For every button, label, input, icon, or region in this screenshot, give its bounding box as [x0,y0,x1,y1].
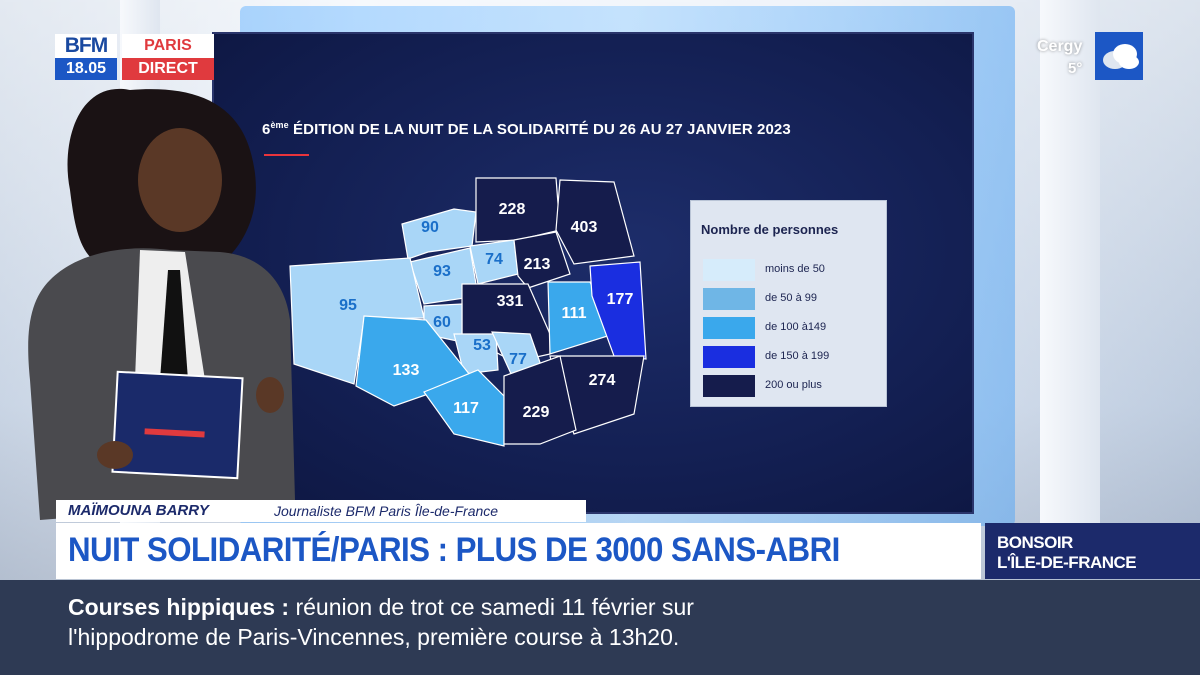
presenter-figure [28,88,296,520]
legend-label: de 100 à149 [765,321,827,333]
program-badge: BONSOIR L'ÎLE-DE-FRANCE [985,523,1200,579]
weather-city: Cergy [1037,38,1083,55]
legend-label: de 50 à 99 [765,292,817,304]
display-screen: 6ème ÉDITION DE LA NUIT DE LA SOLIDARITÉ… [212,32,974,514]
arrondissement-value: 74 [485,251,503,268]
ticker-line-2: l'hippodrome de Paris-Vincennes, premièr… [68,624,680,650]
legend-item: de 150 à 199 [703,346,883,368]
logo-brand: BFM [55,34,117,58]
program-name-line2: L'ÎLE-DE-FRANCE [997,553,1137,572]
legend-label: 200 ou plus [765,379,822,391]
studio-pillar [1040,0,1100,540]
arrondissement-area [555,179,635,265]
map-legend: Nombre de personnes moins de 50 de 50 à 9… [690,200,887,407]
legend-label: de 150 à 199 [765,350,830,362]
legend-item: 200 ou plus [703,375,883,397]
screen-title: 6ème ÉDITION DE LA NUIT DE LA SOLIDARITÉ… [262,120,791,138]
arrondissement-value: 111 [562,305,587,322]
legend-swatch [703,375,755,397]
arrondissement-value: 95 [339,297,357,314]
legend-swatch [703,259,755,281]
reporter-name-strip: MAÏMOUNA BARRY Journaliste BFM Paris Île… [56,500,586,522]
arrondissement-value: 403 [571,219,598,236]
arrondissement-value: 90 [421,219,439,236]
arrondissement-area [503,355,577,445]
legend-swatch [703,288,755,310]
arrondissement-value: 53 [473,337,491,354]
arrondissement-area [589,261,647,360]
arrondissement-value: 117 [453,400,479,417]
arrondissement-value: 93 [433,263,451,280]
logo-clock: 18.05 [55,58,117,80]
arrondissement-value: 177 [607,291,634,308]
arrondissement-value: 133 [393,362,420,379]
live-badge: DIRECT [122,58,214,80]
legend-swatch [703,346,755,368]
arrondissement-value: 77 [509,351,527,368]
program-name-line1: BONSOIR [997,533,1073,552]
arrondissement-value: 228 [499,201,526,218]
news-ticker: Courses hippiques : réunion de trot ce s… [0,580,1200,675]
arrondissement-value: 229 [523,404,550,421]
ticker-line-1: Courses hippiques : réunion de trot ce s… [68,594,694,621]
arrondissement-value: 331 [497,293,524,310]
headline-banner: NUIT SOLIDARITÉ/PARIS : PLUS DE 3000 SAN… [56,523,981,579]
arrondissement-value: 213 [524,256,551,273]
headline-text: NUIT SOLIDARITÉ/PARIS : PLUS DE 3000 SAN… [68,531,840,569]
legend-item: de 100 à149 [703,317,883,339]
arrondissement-area [513,231,571,289]
reporter-role: Journaliste BFM Paris Île-de-France [274,503,499,519]
reporter-name: MAÏMOUNA BARRY [68,502,209,519]
legend-item: de 50 à 99 [703,288,883,310]
weather-temperature: 5° [1068,60,1083,77]
paris-arrondissement-map: 90 228 403 93 74 213 95 331 111 177 60 53 77 133 274 11… [289,177,647,447]
cloud-icon [1095,32,1143,80]
ticker-topic: Courses hippiques : [68,594,290,620]
arrondissement-value: 60 [433,314,451,331]
legend-title: Nombre de personnes [701,222,839,237]
arrondissement-value: 274 [589,372,616,389]
legend-item: moins de 50 [703,259,883,281]
legend-swatch [703,317,755,339]
logo-region: PARIS [122,34,214,58]
title-underline [264,154,309,156]
legend-label: moins de 50 [765,263,825,275]
arrondissement-area [453,333,499,375]
ticker-text-1: réunion de trot ce samedi 11 février sur [289,594,694,620]
